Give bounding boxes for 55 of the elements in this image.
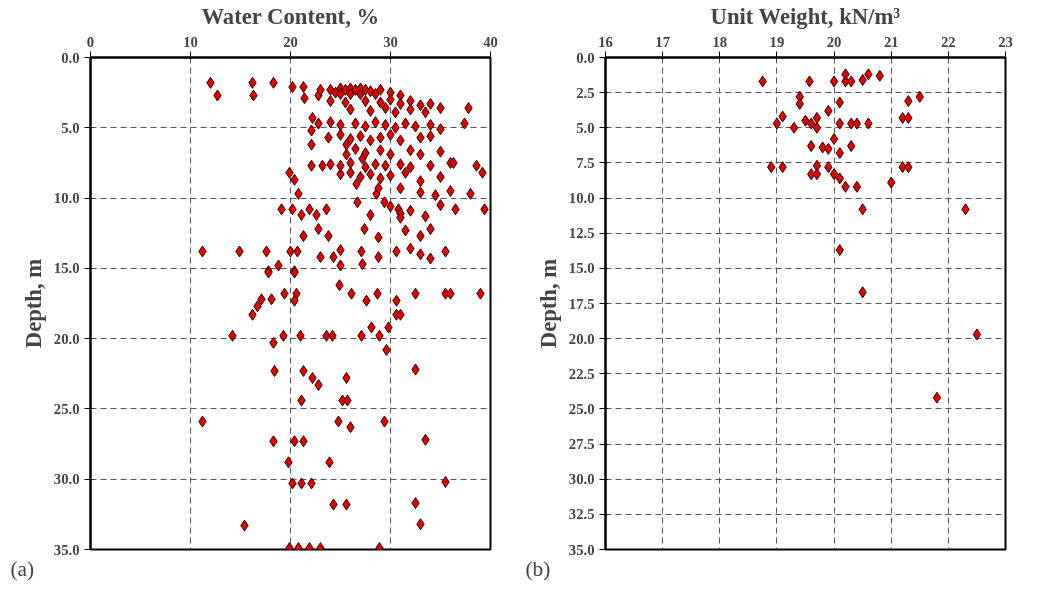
- y-tick-label: 20.0: [53, 330, 80, 347]
- y-tick-label: 25.0: [53, 400, 80, 417]
- y-tick-label: 15.0: [53, 260, 80, 277]
- x-tick-label: 10: [183, 33, 198, 50]
- x-tick-label: 20: [826, 33, 842, 50]
- y-tick-label: 35.0: [53, 541, 80, 558]
- y-tick-label: 12.5: [568, 225, 595, 242]
- y-tick-label: 15.0: [568, 260, 595, 277]
- point: [972, 328, 982, 341]
- x-tick-label: 21: [883, 33, 899, 50]
- y-tick-label: 0.0: [61, 49, 80, 66]
- y-axis-title: Depth, m: [535, 258, 561, 349]
- x-axis-title: Water Content, %: [201, 3, 380, 29]
- y-tick-label: 7.5: [576, 154, 595, 171]
- point: [789, 121, 799, 134]
- y-tick-label: 32.5: [568, 506, 595, 523]
- x-tick-label: 40: [483, 33, 498, 50]
- text: (a): [10, 556, 35, 581]
- y-tick-label: 10.0: [568, 190, 595, 207]
- point: [852, 180, 862, 193]
- x-tick-label: 19: [769, 33, 785, 50]
- y-tick-label: 22.5: [568, 365, 595, 382]
- y-tick-label: 2.5: [576, 84, 595, 101]
- point: [812, 168, 822, 181]
- x-tick-label: 22: [941, 33, 956, 50]
- point: [812, 111, 822, 124]
- x-tick-label: 17: [655, 33, 670, 50]
- text: (b): [525, 556, 551, 581]
- y-tick-label: 5.0: [61, 119, 80, 136]
- y-tick-label: 30.0: [568, 471, 595, 488]
- x-axis-title: Unit Weight, kN/m³: [710, 3, 901, 29]
- y-tick-label: 25.0: [568, 400, 595, 417]
- y-tick-label: 5.0: [576, 119, 595, 136]
- y-tick-label: 20.0: [568, 330, 595, 347]
- x-tick-label: 30: [383, 33, 398, 50]
- y-tick-label: 10.0: [53, 190, 80, 207]
- x-tick-label: 18: [712, 33, 728, 50]
- y-tick-label: 17.5: [568, 295, 595, 312]
- y-tick-label: 30.0: [53, 471, 80, 488]
- point: [829, 75, 839, 88]
- x-tick-label: 0: [86, 33, 95, 50]
- point: [932, 391, 942, 404]
- point: [772, 117, 782, 130]
- point: [812, 159, 822, 172]
- y-axis-title: Depth, m: [20, 258, 46, 349]
- point: [852, 117, 862, 130]
- x-tick-label: 16: [598, 33, 613, 50]
- point: [829, 168, 839, 181]
- point: [829, 133, 839, 146]
- y-tick-label: 35.0: [568, 541, 595, 558]
- point: [812, 121, 822, 134]
- x-tick-label: 20: [283, 33, 298, 50]
- y-tick-label: 27.5: [568, 436, 595, 453]
- x-tick-label: 23: [998, 33, 1013, 50]
- y-tick-label: 0.0: [576, 49, 595, 66]
